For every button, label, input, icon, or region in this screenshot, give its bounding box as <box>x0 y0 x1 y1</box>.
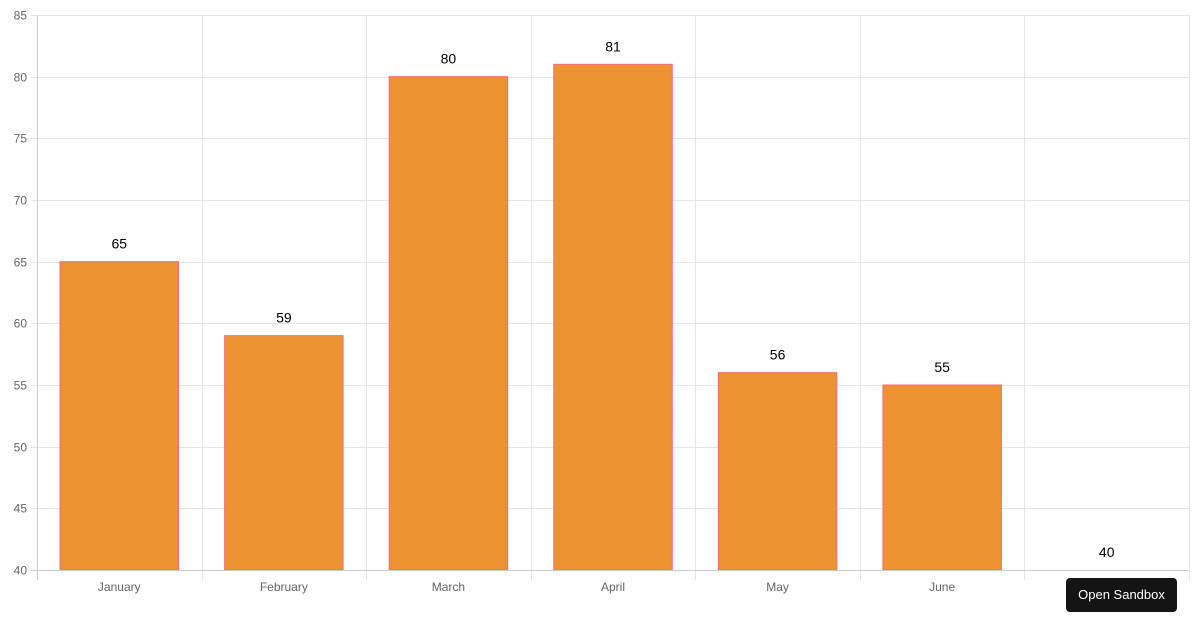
axes <box>31 15 1189 580</box>
bars <box>59 63 1002 571</box>
y-tick-label: 55 <box>14 379 28 393</box>
bar <box>553 63 673 571</box>
x-tick-label: May <box>766 580 789 594</box>
bar <box>882 384 1002 571</box>
y-axis-tick-labels: 40 45 50 55 60 65 70 75 80 85 <box>14 9 28 578</box>
bar-value-label: 55 <box>934 359 950 375</box>
y-tick-label: 50 <box>14 441 28 455</box>
data-labels: 65 59 80 81 56 55 40 <box>111 38 1114 560</box>
bar-value-label: 40 <box>1099 544 1115 560</box>
bar <box>717 372 838 571</box>
x-tick-label: June <box>929 580 955 594</box>
bar-value-label: 80 <box>441 51 457 67</box>
bar-value-label: 81 <box>605 38 621 54</box>
bar <box>59 261 180 571</box>
bar-value-label: 56 <box>770 347 786 363</box>
y-tick-label: 65 <box>14 256 28 270</box>
bar <box>388 76 509 571</box>
y-tick-label: 85 <box>14 9 28 23</box>
y-tick-label: 40 <box>14 564 28 578</box>
open-sandbox-button[interactable]: Open Sandbox <box>1066 578 1177 612</box>
bar-value-label: 65 <box>111 236 127 252</box>
y-tick-label: 80 <box>14 71 28 85</box>
bar-value-label: 59 <box>276 310 292 326</box>
y-tick-label: 60 <box>14 317 28 331</box>
y-tick-label: 75 <box>14 132 28 146</box>
x-tick-label: April <box>601 580 625 594</box>
x-tick-label: February <box>260 580 308 594</box>
x-tick-label: January <box>98 580 141 594</box>
bar <box>224 335 344 571</box>
x-axis-tick-labels: January February March April May June <box>98 580 956 594</box>
y-tick-label: 70 <box>14 194 28 208</box>
y-tick-label: 45 <box>14 502 28 516</box>
x-tick-label: March <box>432 580 465 594</box>
